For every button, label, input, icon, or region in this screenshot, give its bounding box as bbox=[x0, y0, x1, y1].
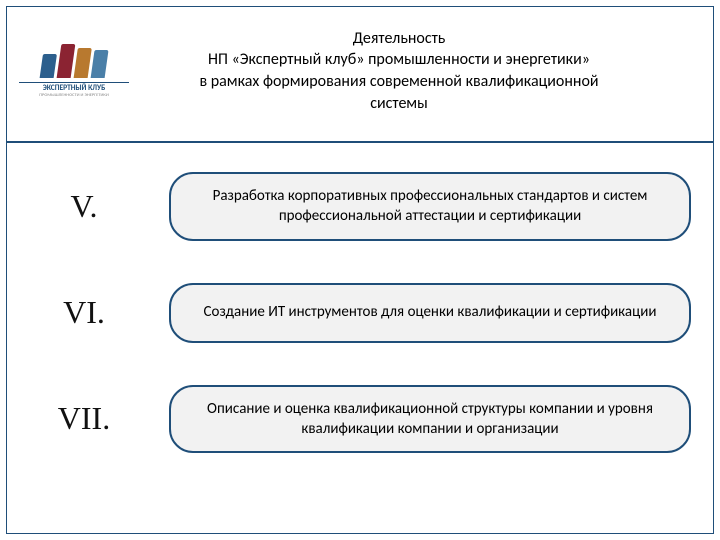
item-box: Описание и оценка квалификационной струк… bbox=[169, 385, 691, 454]
logo-bar-3 bbox=[73, 48, 91, 78]
logo-bar-4 bbox=[90, 50, 108, 78]
list-item: V. Разработка корпоративных профессионал… bbox=[29, 172, 691, 241]
header-divider bbox=[7, 141, 713, 143]
title-line-1: Деятельность bbox=[353, 29, 446, 48]
slide-frame: ЭКСПЕРТНЫЙ КЛУБ ПРОМЫШЛЕННОСТИ И ЭНЕРГЕТ… bbox=[6, 6, 714, 534]
item-box: Создание ИТ инструментов для оценки квал… bbox=[169, 283, 691, 343]
title-line-3: в рамках формирования современной квалиф… bbox=[199, 72, 598, 91]
logo-main-text: ЭКСПЕРТНЫЙ КЛУБ bbox=[19, 82, 129, 93]
item-text: Описание и оценка квалификационной струк… bbox=[199, 399, 661, 440]
roman-numeral: V. bbox=[29, 188, 139, 225]
item-text: Создание ИТ инструментов для оценки квал… bbox=[204, 302, 657, 322]
logo-bar-2 bbox=[56, 44, 75, 78]
item-text: Разработка корпоративных профессиональны… bbox=[199, 186, 661, 227]
header: ЭКСПЕРТНЫЙ КЛУБ ПРОМЫШЛЕННОСТИ И ЭНЕРГЕТ… bbox=[7, 7, 713, 135]
title-line-2: НП «Экспертный клуб» промышленности и эн… bbox=[208, 50, 590, 69]
content-area: V. Разработка корпоративных профессионал… bbox=[7, 162, 713, 533]
logo-bars bbox=[39, 44, 109, 78]
logo: ЭКСПЕРТНЫЙ КЛУБ ПРОМЫШЛЕННОСТИ И ЭНЕРГЕТ… bbox=[19, 31, 129, 111]
logo-bar-1 bbox=[39, 54, 56, 78]
roman-numeral: VI. bbox=[29, 294, 139, 331]
item-box: Разработка корпоративных профессиональны… bbox=[169, 172, 691, 241]
list-item: VI. Создание ИТ инструментов для оценки … bbox=[29, 283, 691, 343]
roman-numeral: VII. bbox=[29, 400, 139, 437]
title-line-4: системы bbox=[370, 94, 428, 113]
logo-sub-text: ПРОМЫШЛЕННОСТИ И ЭНЕРГЕТИКИ bbox=[39, 94, 109, 99]
slide-title: Деятельность НП «Экспертный клуб» промыш… bbox=[137, 28, 701, 114]
list-item: VII. Описание и оценка квалификационной … bbox=[29, 385, 691, 454]
